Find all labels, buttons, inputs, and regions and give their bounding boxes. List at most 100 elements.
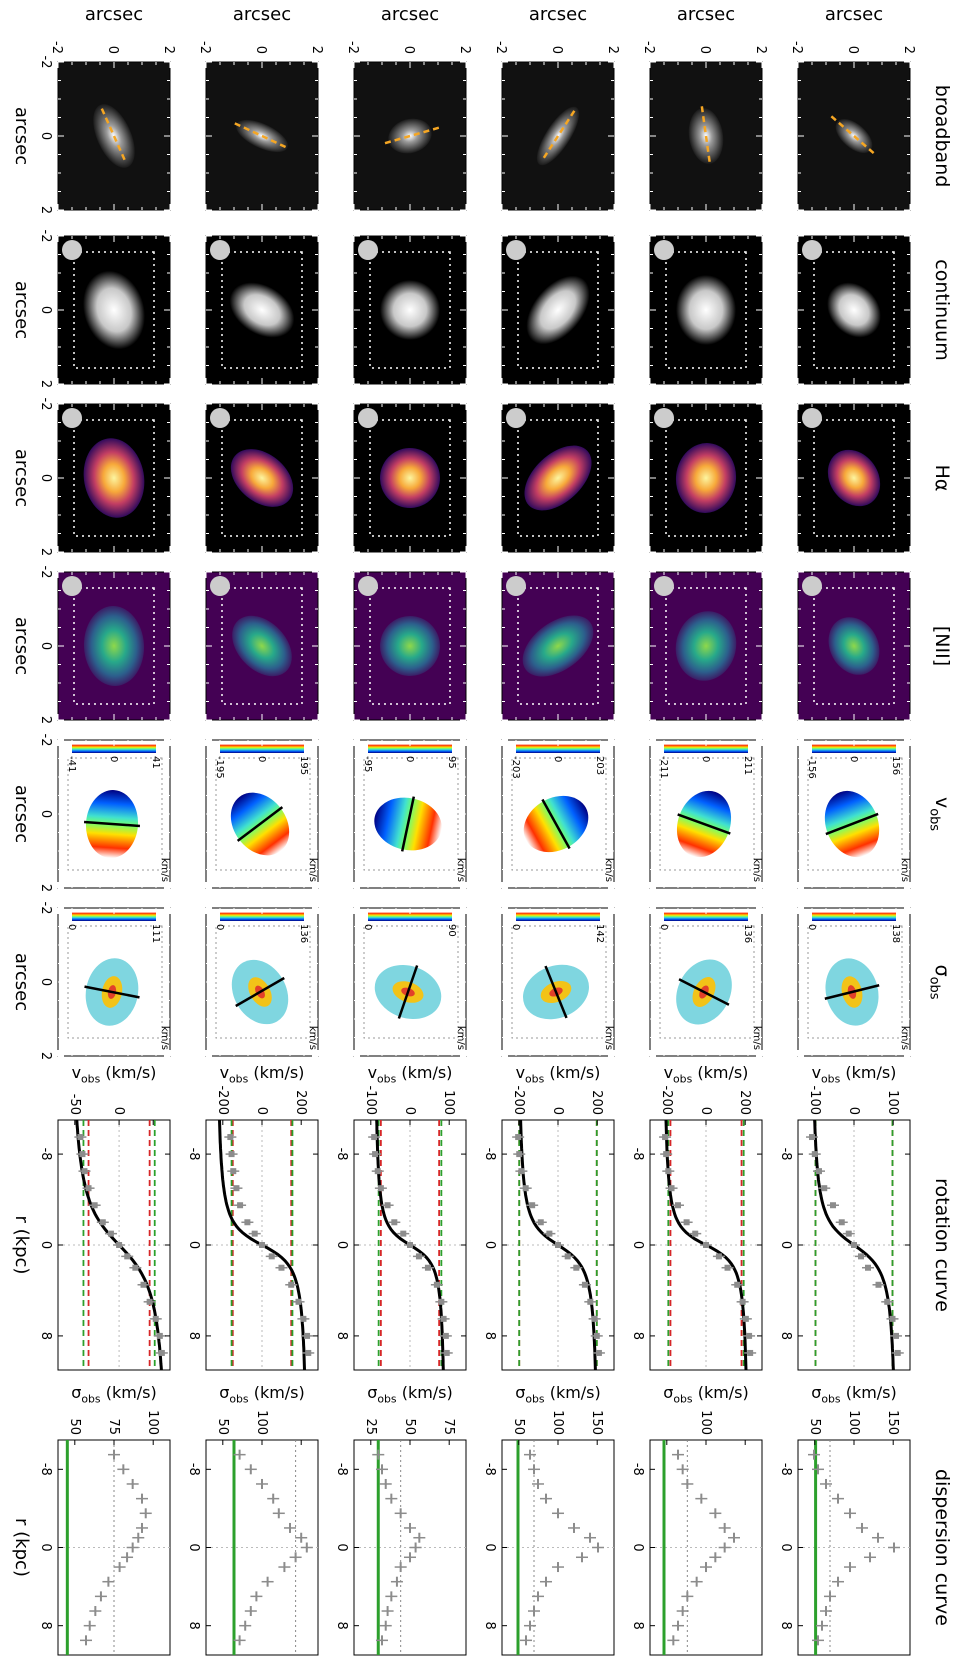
emission-blob xyxy=(229,282,295,338)
rotation-ytick: 0 xyxy=(550,1107,565,1115)
fov-box xyxy=(659,925,755,1039)
map-ytick: 2 xyxy=(605,46,620,54)
dispersion-xtick: -8 xyxy=(630,1463,645,1476)
psf-circle xyxy=(506,240,526,260)
colorbar-unit: km/s xyxy=(307,858,318,882)
fov-box xyxy=(659,757,755,871)
dispersion-xtick: 8 xyxy=(38,1622,53,1630)
kinematic-axis xyxy=(84,985,140,999)
colorbar-label: 0 xyxy=(66,924,77,930)
map-xtick: 2 xyxy=(38,1052,53,1060)
column-title-2: Hα xyxy=(931,465,953,492)
colorbar-unit: km/s xyxy=(159,858,170,882)
dispersion-ylabel: σobs (km/s) xyxy=(811,1383,897,1405)
position-angle-line xyxy=(234,122,290,150)
dispersion-ylabel: σobs (km/s) xyxy=(515,1383,601,1405)
emission-blob xyxy=(524,445,592,511)
dispersion-xtick: 0 xyxy=(334,1543,349,1551)
colorbar-label: 136 xyxy=(742,924,753,943)
map-ytick: -2 xyxy=(197,41,212,54)
fov-box xyxy=(215,925,311,1039)
fov-box xyxy=(363,925,459,1039)
colorbar-label: 138 xyxy=(890,924,901,943)
map-xtick: -2 xyxy=(38,56,53,69)
psf-circle xyxy=(802,408,822,428)
kinematic-axis xyxy=(678,978,730,1006)
map-panel-r6-c5: 0 111 km/s -2 0 2 arcsec xyxy=(11,902,171,1060)
colorbar-unit: km/s xyxy=(603,1026,614,1050)
colorbar-label: 0 xyxy=(404,756,415,762)
emission-blob xyxy=(83,270,145,350)
colorbar-label: -41 xyxy=(66,756,77,772)
colorbar-unit: km/s xyxy=(899,1026,910,1050)
map-ytick: -2 xyxy=(49,41,64,54)
dispersion-xtick: 0 xyxy=(38,1543,53,1551)
rotation-ytick: 0 xyxy=(846,1107,861,1115)
fov-box xyxy=(369,587,451,705)
psf-circle xyxy=(210,576,230,596)
rotation-ytick: 0 xyxy=(698,1107,713,1115)
dispersion-curve-r5: 50 100 -8 0 8 σobs (km/s) xyxy=(186,1383,319,1656)
rotation-ylabel: vobs (km/s) xyxy=(516,1063,601,1085)
dispersion-ylabel: σobs (km/s) xyxy=(367,1383,453,1405)
dispersion-ytick: 100 xyxy=(145,1410,160,1435)
map-xtick: 0 xyxy=(38,474,53,482)
psf-circle xyxy=(654,408,674,428)
rotation-xtick: -8 xyxy=(186,1148,201,1161)
map-ylabel: arcsec xyxy=(85,4,143,25)
emission-blob xyxy=(230,449,294,507)
rotation-ytick: 200 xyxy=(293,1090,308,1115)
map-xlabel: arcsec xyxy=(11,617,32,675)
emission-blob xyxy=(675,443,737,513)
fov-box xyxy=(369,251,451,369)
map-ylabel: arcsec xyxy=(529,4,587,25)
dispersion-ytick: 50 xyxy=(402,1418,417,1435)
colorbar-label: 41 xyxy=(150,756,161,769)
kinematic-axis xyxy=(83,820,141,828)
colorbar xyxy=(72,744,156,753)
colorbar-unit: km/s xyxy=(455,858,466,882)
colorbar-label: 0 xyxy=(700,756,711,762)
rotation-xtick: -8 xyxy=(482,1148,497,1161)
map-ytick: -2 xyxy=(345,41,360,54)
map-panel-r6-c2: -2 0 2 arcsec xyxy=(11,398,171,556)
colorbar-label: 0 xyxy=(806,924,817,930)
colorbar-label: -211 xyxy=(658,756,669,779)
dispersion-curve-r4: 25 50 75 -8 0 8 σobs (km/s) xyxy=(334,1383,467,1656)
rotation-ytick: 0 xyxy=(111,1107,126,1115)
map-panel-r3-c4: -203 0 203 km/s xyxy=(501,739,615,889)
map-panel-r4-c5: 0 90 km/s xyxy=(353,907,467,1057)
colorbar-label: -203 xyxy=(510,756,521,779)
colorbar-label: 211 xyxy=(742,756,753,775)
fov-box xyxy=(517,587,599,705)
rotation-xtick: 0 xyxy=(38,1241,53,1249)
rotation-xtick: 0 xyxy=(334,1241,349,1249)
fov-box xyxy=(73,587,155,705)
dispersion-ylabel: σobs (km/s) xyxy=(71,1383,157,1405)
fov-box xyxy=(813,419,895,537)
rotation-ytick: -100 xyxy=(807,1085,822,1115)
colorbar xyxy=(368,744,452,753)
colorbar-unit: km/s xyxy=(455,1026,466,1050)
emission-blob xyxy=(83,606,145,686)
dispersion-ytick: 50 xyxy=(807,1418,822,1435)
dispersion-xtick: -8 xyxy=(482,1463,497,1476)
rotation-xtick: -8 xyxy=(38,1148,53,1161)
rotation-ytick: -50 xyxy=(67,1094,82,1115)
position-angle-line xyxy=(700,106,712,166)
column-title-4: vobs xyxy=(927,797,953,831)
map-panel-r5-c4: -195 0 195 km/s xyxy=(205,739,319,889)
map-panel-r1-c3 xyxy=(797,571,911,721)
map-xtick: 0 xyxy=(38,306,53,314)
rotation-xtick: 8 xyxy=(38,1332,53,1340)
column-title-5: σobs xyxy=(927,965,953,1000)
colorbar xyxy=(72,912,156,921)
emission-blob xyxy=(522,615,594,677)
map-panel-r1-c0: arcsec -2 0 2 xyxy=(789,4,916,211)
colorbar xyxy=(368,912,452,921)
colorbar-label: 90 xyxy=(446,924,457,937)
dispersion-ytick: 150 xyxy=(589,1410,604,1435)
psf-circle xyxy=(62,576,82,596)
dispersion-xtick: -8 xyxy=(334,1463,349,1476)
